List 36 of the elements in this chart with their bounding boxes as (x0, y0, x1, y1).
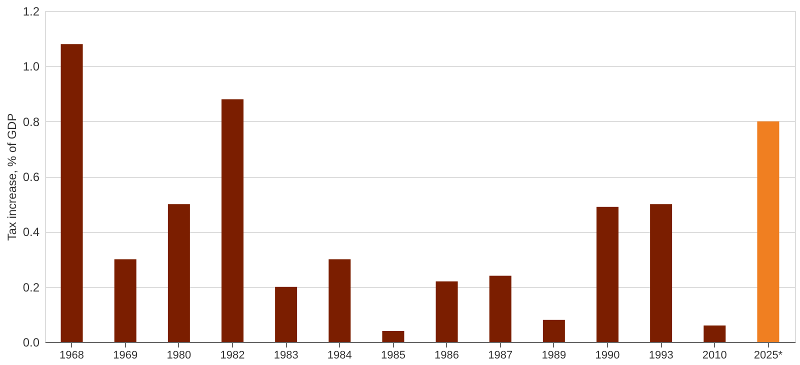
bar (650, 204, 672, 342)
y-tick-label: 1.2 (22, 4, 40, 18)
bar (168, 204, 190, 342)
bar (489, 276, 512, 342)
x-tick-label: 1993 (648, 350, 674, 362)
bar (757, 121, 780, 342)
x-tick-label: 1982 (220, 350, 245, 362)
bar (436, 281, 458, 342)
x-tick-label: 1968 (60, 350, 84, 362)
bar (596, 206, 618, 342)
bar (275, 286, 298, 342)
y-tick-label: 1.0 (22, 60, 40, 74)
bar (114, 259, 136, 342)
x-tick-label: 1983 (274, 350, 298, 362)
y-tick-label: 0.0 (22, 336, 40, 350)
bar (542, 320, 565, 342)
bar (222, 99, 244, 342)
bar (382, 330, 404, 342)
y-axis-title: Tax increase, % of GDP (4, 113, 19, 241)
y-tick-label: 0.2 (22, 280, 40, 294)
x-tick-label: 1984 (327, 350, 352, 362)
x-tick-label: 1969 (113, 350, 138, 362)
bar (60, 44, 83, 342)
x-tick-label: 1980 (166, 350, 192, 362)
y-tick-label: 0.4 (22, 225, 40, 240)
x-tick-label: 1989 (542, 350, 566, 362)
y-tick-label: 0.6 (22, 170, 40, 184)
x-tick-label: 1987 (488, 350, 513, 362)
x-tick-label: 2025* (754, 350, 784, 362)
x-tick-label: 1985 (380, 350, 406, 362)
y-tick-label: 0.8 (22, 114, 40, 129)
bar (328, 259, 351, 342)
x-tick-label: 1990 (595, 350, 620, 362)
x-tick-label: 1986 (434, 350, 460, 362)
x-tick-label: 2010 (702, 350, 727, 362)
bar (704, 325, 726, 342)
